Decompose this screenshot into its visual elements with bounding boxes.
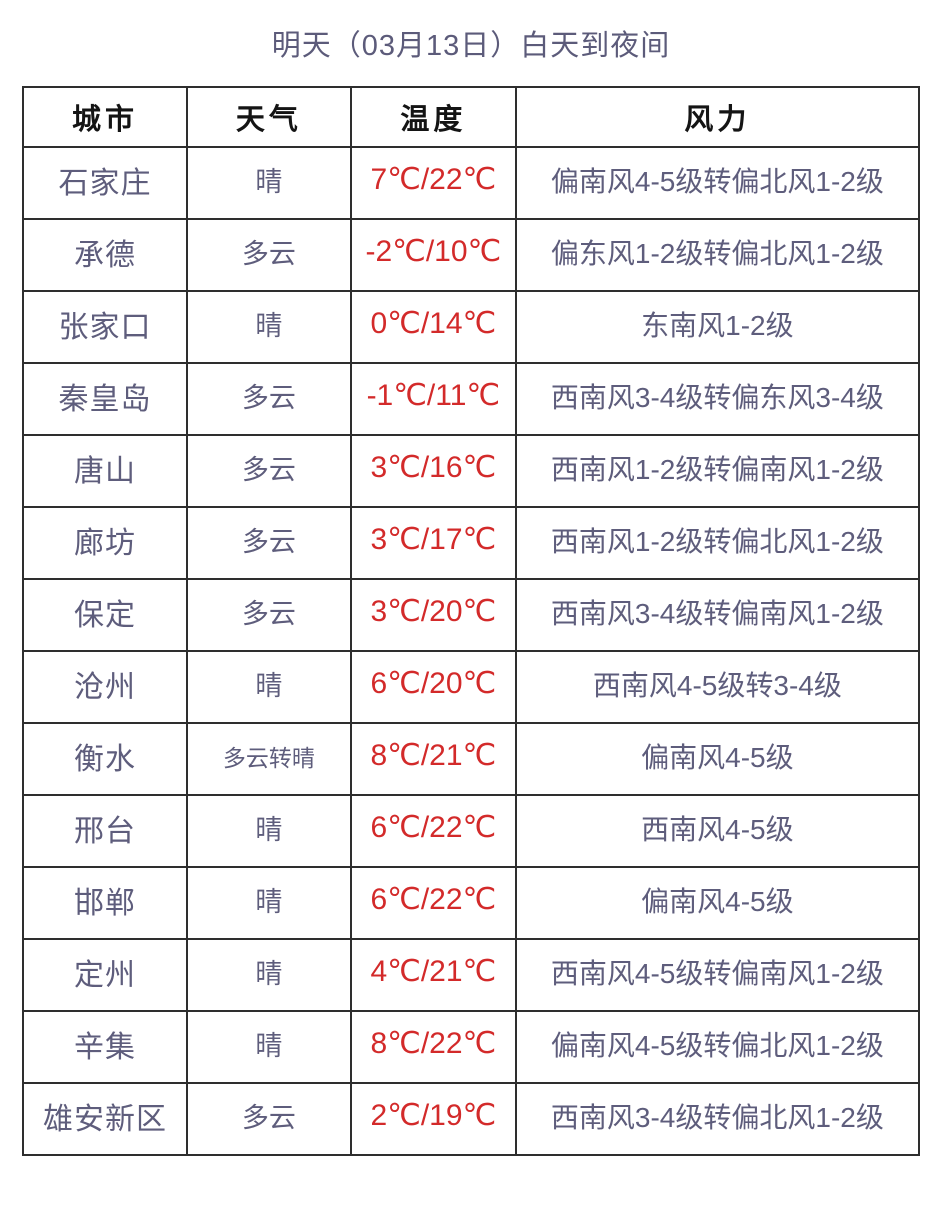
table-row: 辛集 晴 8℃/22℃ 偏南风4-5级转偏北风1-2级 (22, 1010, 921, 1084)
wind-cell: 西南风3-4级转偏南风1-2级 (514, 578, 921, 652)
weather-cell: 晴 (185, 290, 352, 364)
table-row: 廊坊 多云 3℃/17℃ 西南风1-2级转偏北风1-2级 (22, 506, 921, 580)
weather-cell: 晴 (185, 794, 352, 868)
temperature-cell: -1℃/11℃ (349, 362, 517, 436)
wind-cell: 偏南风4-5级 (514, 866, 921, 940)
temperature-cell: 0℃/14℃ (349, 290, 517, 364)
weather-cell: 晴 (185, 866, 352, 940)
city-cell: 定州 (22, 938, 188, 1012)
weather-cell: 多云 (185, 506, 352, 580)
city-cell: 辛集 (22, 1010, 188, 1084)
city-cell: 邢台 (22, 794, 188, 868)
temperature-cell: 3℃/20℃ (349, 578, 517, 652)
table-row: 保定 多云 3℃/20℃ 西南风3-4级转偏南风1-2级 (22, 578, 921, 652)
city-cell: 石家庄 (22, 146, 188, 220)
weather-table-header: 城市 天气 温度 风力 (22, 86, 921, 148)
temperature-cell: 7℃/22℃ (349, 146, 517, 220)
column-header-weather: 天气 (185, 86, 352, 148)
city-cell: 衡水 (22, 722, 188, 796)
wind-cell: 西南风1-2级转偏南风1-2级 (514, 434, 921, 508)
temperature-cell: 6℃/20℃ (349, 650, 517, 724)
city-cell: 承德 (22, 218, 188, 292)
city-cell: 唐山 (22, 434, 188, 508)
city-cell: 沧州 (22, 650, 188, 724)
weather-cell: 晴 (185, 938, 352, 1012)
city-cell: 邯郸 (22, 866, 188, 940)
weather-table: 城市 天气 温度 风力 石家庄 晴 7℃/22℃ 偏南风4-5级转偏北风1-2级… (22, 86, 921, 1156)
temperature-cell: 6℃/22℃ (349, 866, 517, 940)
table-row: 沧州 晴 6℃/20℃ 西南风4-5级转3-4级 (22, 650, 921, 724)
table-row: 邢台 晴 6℃/22℃ 西南风4-5级 (22, 794, 921, 868)
weather-cell: 晴 (185, 650, 352, 724)
table-row: 石家庄 晴 7℃/22℃ 偏南风4-5级转偏北风1-2级 (22, 146, 921, 220)
table-row: 张家口 晴 0℃/14℃ 东南风1-2级 (22, 290, 921, 364)
weather-cell: 晴 (185, 146, 352, 220)
temperature-cell: 8℃/22℃ (349, 1010, 517, 1084)
temperature-cell: 3℃/17℃ (349, 506, 517, 580)
temperature-cell: 6℃/22℃ (349, 794, 517, 868)
table-row: 邯郸 晴 6℃/22℃ 偏南风4-5级 (22, 866, 921, 940)
city-cell: 雄安新区 (22, 1082, 188, 1156)
temperature-cell: 8℃/21℃ (349, 722, 517, 796)
city-cell: 张家口 (22, 290, 188, 364)
wind-cell: 西南风4-5级 (514, 794, 921, 868)
temperature-cell: 3℃/16℃ (349, 434, 517, 508)
weather-cell: 多云 (185, 434, 352, 508)
wind-cell: 西南风1-2级转偏北风1-2级 (514, 506, 921, 580)
wind-cell: 西南风3-4级转偏北风1-2级 (514, 1082, 921, 1156)
table-row: 唐山 多云 3℃/16℃ 西南风1-2级转偏南风1-2级 (22, 434, 921, 508)
temperature-cell: 4℃/21℃ (349, 938, 517, 1012)
table-row: 定州 晴 4℃/21℃ 西南风4-5级转偏南风1-2级 (22, 938, 921, 1012)
table-row: 承德 多云 -2℃/10℃ 偏东风1-2级转偏北风1-2级 (22, 218, 921, 292)
weather-cell: 多云 (185, 1082, 352, 1156)
column-header-temperature: 温度 (349, 86, 517, 148)
temperature-cell: 2℃/19℃ (349, 1082, 517, 1156)
wind-cell: 偏南风4-5级转偏北风1-2级 (514, 1010, 921, 1084)
column-header-wind: 风力 (514, 86, 921, 148)
weather-cell: 多云 (185, 362, 352, 436)
weather-cell: 多云转晴 (185, 722, 352, 796)
weather-cell: 晴 (185, 1010, 352, 1084)
wind-cell: 偏东风1-2级转偏北风1-2级 (514, 218, 921, 292)
city-cell: 保定 (22, 578, 188, 652)
city-cell: 秦皇岛 (22, 362, 188, 436)
city-cell: 廊坊 (22, 506, 188, 580)
wind-cell: 西南风4-5级转偏南风1-2级 (514, 938, 921, 1012)
wind-cell: 东南风1-2级 (514, 290, 921, 364)
header-row: 城市 天气 温度 风力 (22, 86, 921, 148)
weather-cell: 多云 (185, 578, 352, 652)
weather-cell: 多云 (185, 218, 352, 292)
weather-table-body: 石家庄 晴 7℃/22℃ 偏南风4-5级转偏北风1-2级 承德 多云 -2℃/1… (22, 146, 921, 1156)
temperature-cell: -2℃/10℃ (349, 218, 517, 292)
wind-cell: 西南风4-5级转3-4级 (514, 650, 921, 724)
wind-cell: 偏南风4-5级 (514, 722, 921, 796)
table-row: 雄安新区 多云 2℃/19℃ 西南风3-4级转偏北风1-2级 (22, 1082, 921, 1156)
page-title: 明天（03月13日）白天到夜间 (271, 30, 671, 62)
wind-cell: 西南风3-4级转偏东风3-4级 (514, 362, 921, 436)
wind-cell: 偏南风4-5级转偏北风1-2级 (514, 146, 921, 220)
column-header-city: 城市 (22, 86, 188, 148)
table-row: 衡水 多云转晴 8℃/21℃ 偏南风4-5级 (22, 722, 921, 796)
table-row: 秦皇岛 多云 -1℃/11℃ 西南风3-4级转偏东风3-4级 (22, 362, 921, 436)
